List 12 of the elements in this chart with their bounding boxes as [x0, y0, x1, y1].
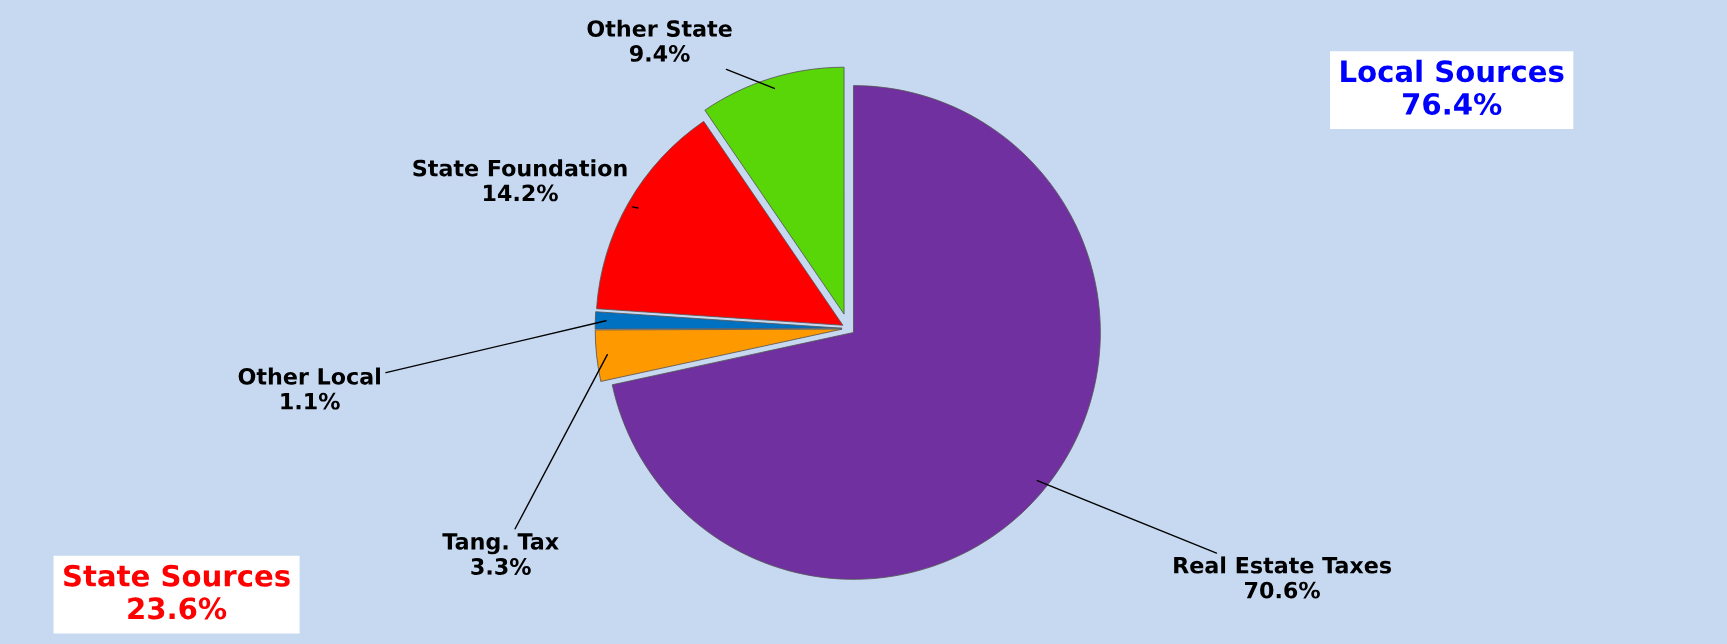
text: Local Sources 76.4% — [1341, 59, 1564, 115]
data-label: 1.1% — [281, 392, 340, 410]
data-label: 9.4% — [629, 45, 690, 62]
slice-label: State Foundation — [413, 159, 627, 177]
slice-label: Real Estate Taxes — [1174, 556, 1391, 574]
slice-label: Tang. Tax — [442, 533, 559, 555]
text: State Sources 23.6% — [64, 564, 290, 620]
data-label: 70.6% — [1245, 581, 1320, 599]
data-label: 3.3% — [471, 558, 531, 575]
slice-label: Other Local — [238, 367, 380, 385]
data-label: 14.2% — [483, 184, 558, 202]
slice-label: Other State — [587, 19, 732, 37]
